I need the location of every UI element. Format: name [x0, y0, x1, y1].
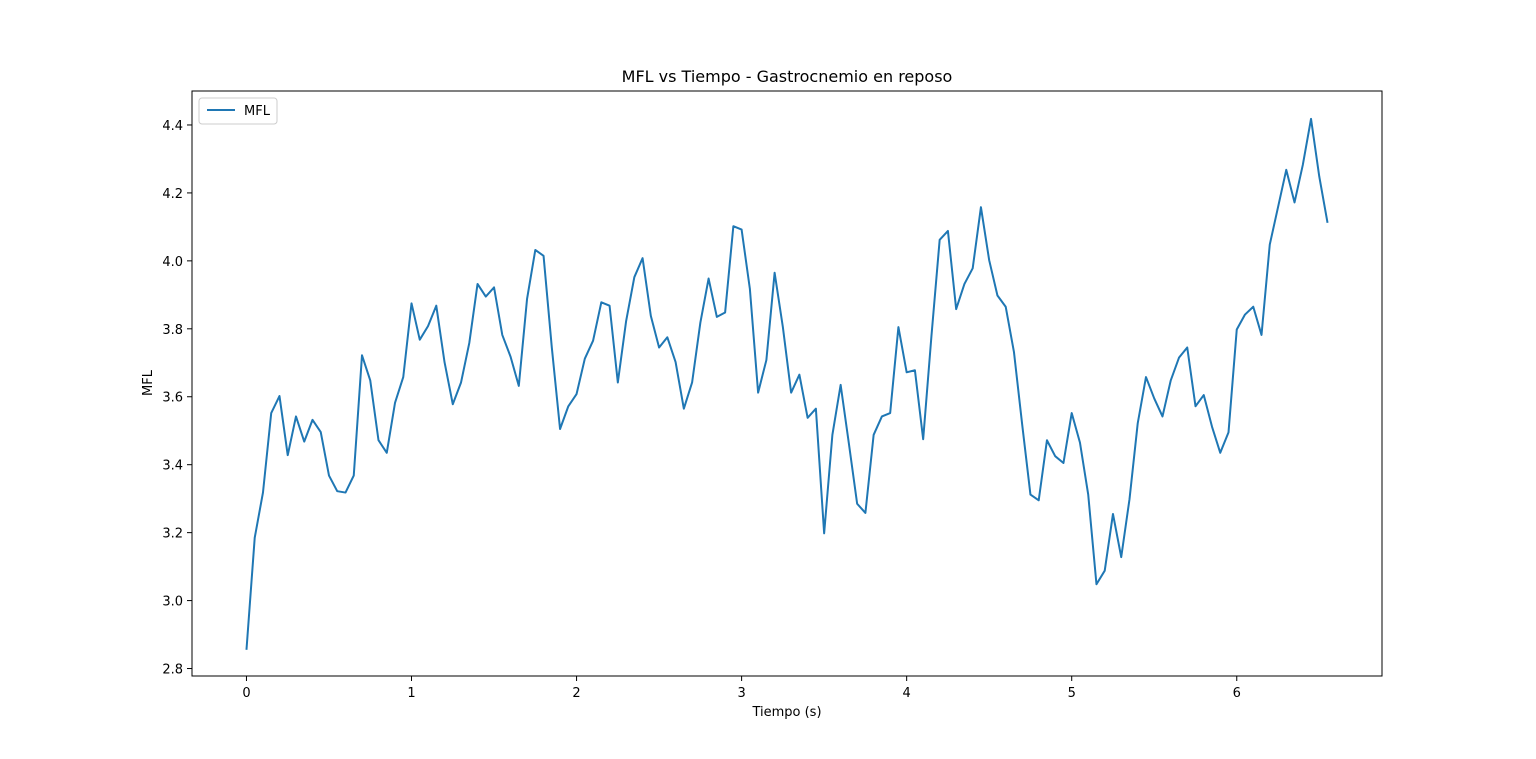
axes-frame: [191, 90, 1383, 677]
y-tick-label: 3.4: [162, 459, 183, 474]
y-tick-label: 3.0: [162, 595, 183, 610]
y-tick-label: 3.6: [162, 391, 183, 406]
x-tick-label: 0: [242, 686, 250, 701]
x-axis-label: Tiempo (s): [751, 705, 821, 720]
y-tick-label: 4.4: [162, 119, 183, 134]
y-tick-label: 4.2: [162, 187, 183, 202]
x-tick-label: 1: [407, 686, 415, 701]
x-tick-label: 3: [737, 686, 745, 701]
x-tick-label: 6: [1233, 686, 1241, 701]
y-tick-label: 3.2: [162, 527, 183, 542]
x-axis: 0 1 2 3 4 5 6: [242, 676, 1241, 701]
legend-label: MFL: [244, 104, 271, 119]
legend-box: [198, 97, 278, 125]
y-axis-label: MFL: [141, 369, 156, 396]
x-tick-label: 2: [572, 686, 580, 701]
chart-title: MFL vs Tiempo - Gastrocnemio en reposo: [622, 67, 953, 86]
y-axis: 2.8 3.0 3.2 3.4 3.6 3.8 4.0 4.2 4.4: [162, 119, 192, 678]
plot-area: [245, 117, 1329, 650]
x-tick-label: 5: [1068, 686, 1076, 701]
y-tick-label: 3.8: [162, 323, 183, 338]
y-tick-label: 4.0: [162, 255, 183, 270]
legend: MFL: [198, 97, 278, 125]
series-line-mfl: [245, 117, 1329, 650]
x-tick-label: 4: [903, 686, 911, 701]
y-tick-label: 2.8: [162, 663, 183, 678]
